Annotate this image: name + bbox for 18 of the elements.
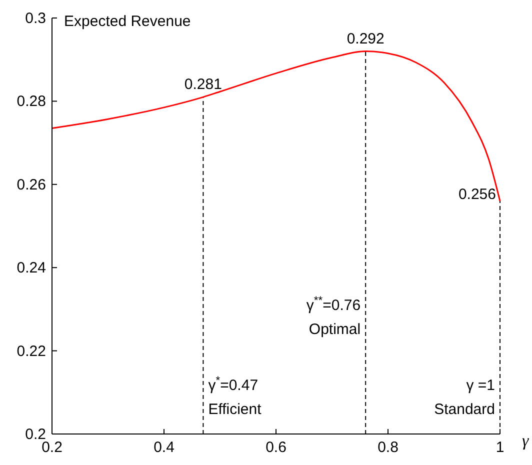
y-tick-label: 0.22 bbox=[16, 342, 46, 360]
line-series bbox=[51, 50, 501, 202]
x-tick-label: 0.4 bbox=[154, 439, 174, 456]
y-tick-label: 0.28 bbox=[16, 93, 46, 110]
y-tick-label: 0.24 bbox=[16, 260, 46, 277]
x-tick-label: 1 bbox=[496, 439, 504, 456]
x-tick-label: 0.6 bbox=[266, 439, 286, 456]
annotation: 0.256 bbox=[458, 186, 496, 204]
y-tick-label: 0.3 bbox=[25, 10, 46, 27]
x-tick-label: 0.8 bbox=[378, 439, 398, 456]
ref-line-label: γ$^{*}$=0.47 Efficient bbox=[208, 375, 262, 418]
y-tick-label: 0.26 bbox=[16, 176, 46, 194]
annotation: 0.281 bbox=[184, 76, 222, 94]
annotation: 0.292 bbox=[346, 30, 384, 48]
ref-line-label: γ$^{**}$=0.76 Optimal bbox=[306, 295, 361, 338]
x-axis-title: γ bbox=[522, 431, 530, 450]
y-axis-title: Expected Revenue bbox=[64, 13, 191, 30]
ref-line-label: γ =1 Standard bbox=[434, 377, 495, 418]
